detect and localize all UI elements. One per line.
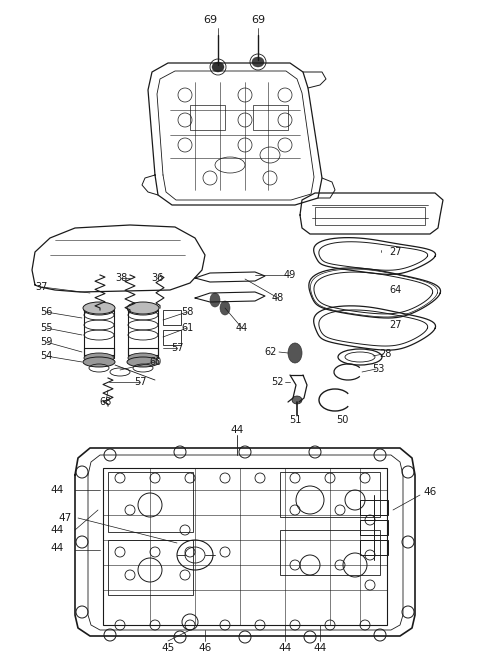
Ellipse shape bbox=[210, 293, 220, 307]
Text: 68: 68 bbox=[100, 397, 112, 407]
Text: 58: 58 bbox=[181, 307, 193, 317]
Bar bbox=[315, 207, 425, 225]
Bar bbox=[280, 530, 380, 575]
Text: 51: 51 bbox=[289, 415, 301, 425]
Text: 44: 44 bbox=[236, 323, 248, 333]
Text: 44: 44 bbox=[230, 425, 244, 435]
Ellipse shape bbox=[127, 357, 159, 367]
Bar bbox=[360, 520, 388, 535]
Text: 57: 57 bbox=[134, 377, 146, 387]
Text: 57: 57 bbox=[171, 343, 183, 353]
Bar bbox=[108, 540, 193, 595]
Text: 27: 27 bbox=[389, 320, 401, 330]
Text: 37: 37 bbox=[36, 282, 48, 292]
Ellipse shape bbox=[220, 301, 230, 315]
Text: 62: 62 bbox=[265, 347, 277, 357]
Ellipse shape bbox=[83, 302, 115, 314]
Text: 69: 69 bbox=[251, 15, 265, 25]
Text: 61: 61 bbox=[181, 323, 193, 333]
Ellipse shape bbox=[292, 396, 302, 404]
Text: 44: 44 bbox=[50, 525, 64, 535]
Text: 52: 52 bbox=[271, 377, 283, 387]
Text: 36: 36 bbox=[151, 273, 163, 283]
Text: 28: 28 bbox=[379, 349, 391, 359]
Bar bbox=[128, 310, 158, 355]
Text: 44: 44 bbox=[313, 643, 326, 653]
Text: 56: 56 bbox=[40, 307, 52, 317]
Ellipse shape bbox=[128, 353, 158, 363]
Text: 54: 54 bbox=[40, 351, 52, 361]
Text: 47: 47 bbox=[59, 513, 72, 523]
Bar bbox=[84, 310, 114, 355]
Text: 44: 44 bbox=[50, 485, 64, 495]
Bar bbox=[108, 472, 193, 532]
Text: 49: 49 bbox=[284, 270, 296, 280]
Text: 48: 48 bbox=[272, 293, 284, 303]
Text: 50: 50 bbox=[336, 415, 348, 425]
Text: 46: 46 bbox=[198, 643, 212, 653]
Bar bbox=[128, 348, 158, 358]
Text: 55: 55 bbox=[40, 323, 52, 333]
Bar bbox=[280, 472, 380, 517]
Bar bbox=[103, 468, 387, 625]
Text: 46: 46 bbox=[423, 487, 437, 497]
Text: 44: 44 bbox=[50, 543, 64, 553]
Ellipse shape bbox=[83, 357, 115, 367]
Ellipse shape bbox=[212, 62, 224, 72]
Text: 27: 27 bbox=[389, 247, 401, 257]
Bar bbox=[190, 105, 225, 130]
Text: 60: 60 bbox=[149, 357, 161, 367]
Text: 59: 59 bbox=[40, 337, 52, 347]
Bar bbox=[360, 500, 388, 515]
Bar bbox=[163, 310, 181, 325]
Text: 38: 38 bbox=[115, 273, 127, 283]
Ellipse shape bbox=[84, 353, 114, 363]
Text: 64: 64 bbox=[389, 285, 401, 295]
Bar bbox=[84, 348, 114, 358]
Text: 69: 69 bbox=[203, 15, 217, 25]
Ellipse shape bbox=[288, 343, 302, 363]
Text: 53: 53 bbox=[372, 364, 384, 374]
Bar bbox=[360, 540, 388, 555]
Ellipse shape bbox=[252, 57, 264, 67]
Text: 45: 45 bbox=[161, 643, 175, 653]
Text: 44: 44 bbox=[278, 643, 292, 653]
Ellipse shape bbox=[127, 302, 159, 314]
Bar bbox=[253, 105, 288, 130]
Bar bbox=[163, 330, 181, 345]
